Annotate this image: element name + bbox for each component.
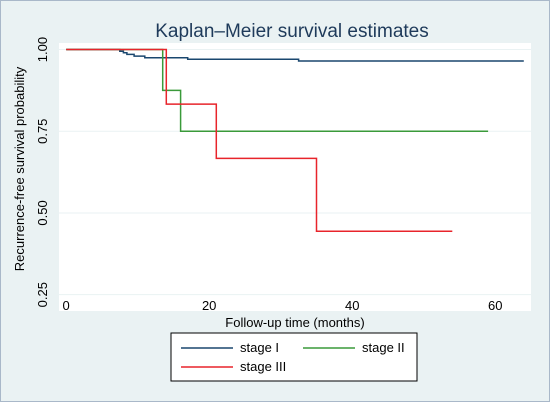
- plot-area: [59, 43, 531, 311]
- legend: stage I stage II stage III: [170, 332, 418, 382]
- y-tick-label: 1.00: [35, 37, 50, 62]
- series-line-stage-I: [66, 48, 524, 62]
- x-tick-label: 40: [345, 298, 359, 313]
- y-tick-label: 0.75: [35, 119, 50, 144]
- legend-box: [170, 332, 418, 382]
- x-axis-title: Follow-up time (months): [225, 315, 364, 330]
- x-axis-ticks: 0 20 40 60: [63, 298, 503, 313]
- x-tick-label: 0: [63, 298, 70, 313]
- legend-label-stage-3: stage III: [240, 359, 286, 374]
- series-line-stage-III: [66, 48, 453, 233]
- x-tick-label: 20: [202, 298, 216, 313]
- y-tick-label: 0.25: [35, 282, 50, 307]
- legend-label-stage-2: stage II: [362, 340, 405, 355]
- legend-label-stage-1: stage I: [240, 340, 279, 355]
- y-axis-ticks: 0.25 0.50 0.75 1.00: [35, 37, 50, 307]
- y-tick-label: 0.50: [35, 200, 50, 225]
- y-axis-title: Recurrence-free survival probability: [12, 66, 27, 271]
- series: [66, 48, 524, 233]
- chart-title: Kaplan–Meier survival estimates: [155, 21, 429, 42]
- x-tick-label: 60: [488, 298, 502, 313]
